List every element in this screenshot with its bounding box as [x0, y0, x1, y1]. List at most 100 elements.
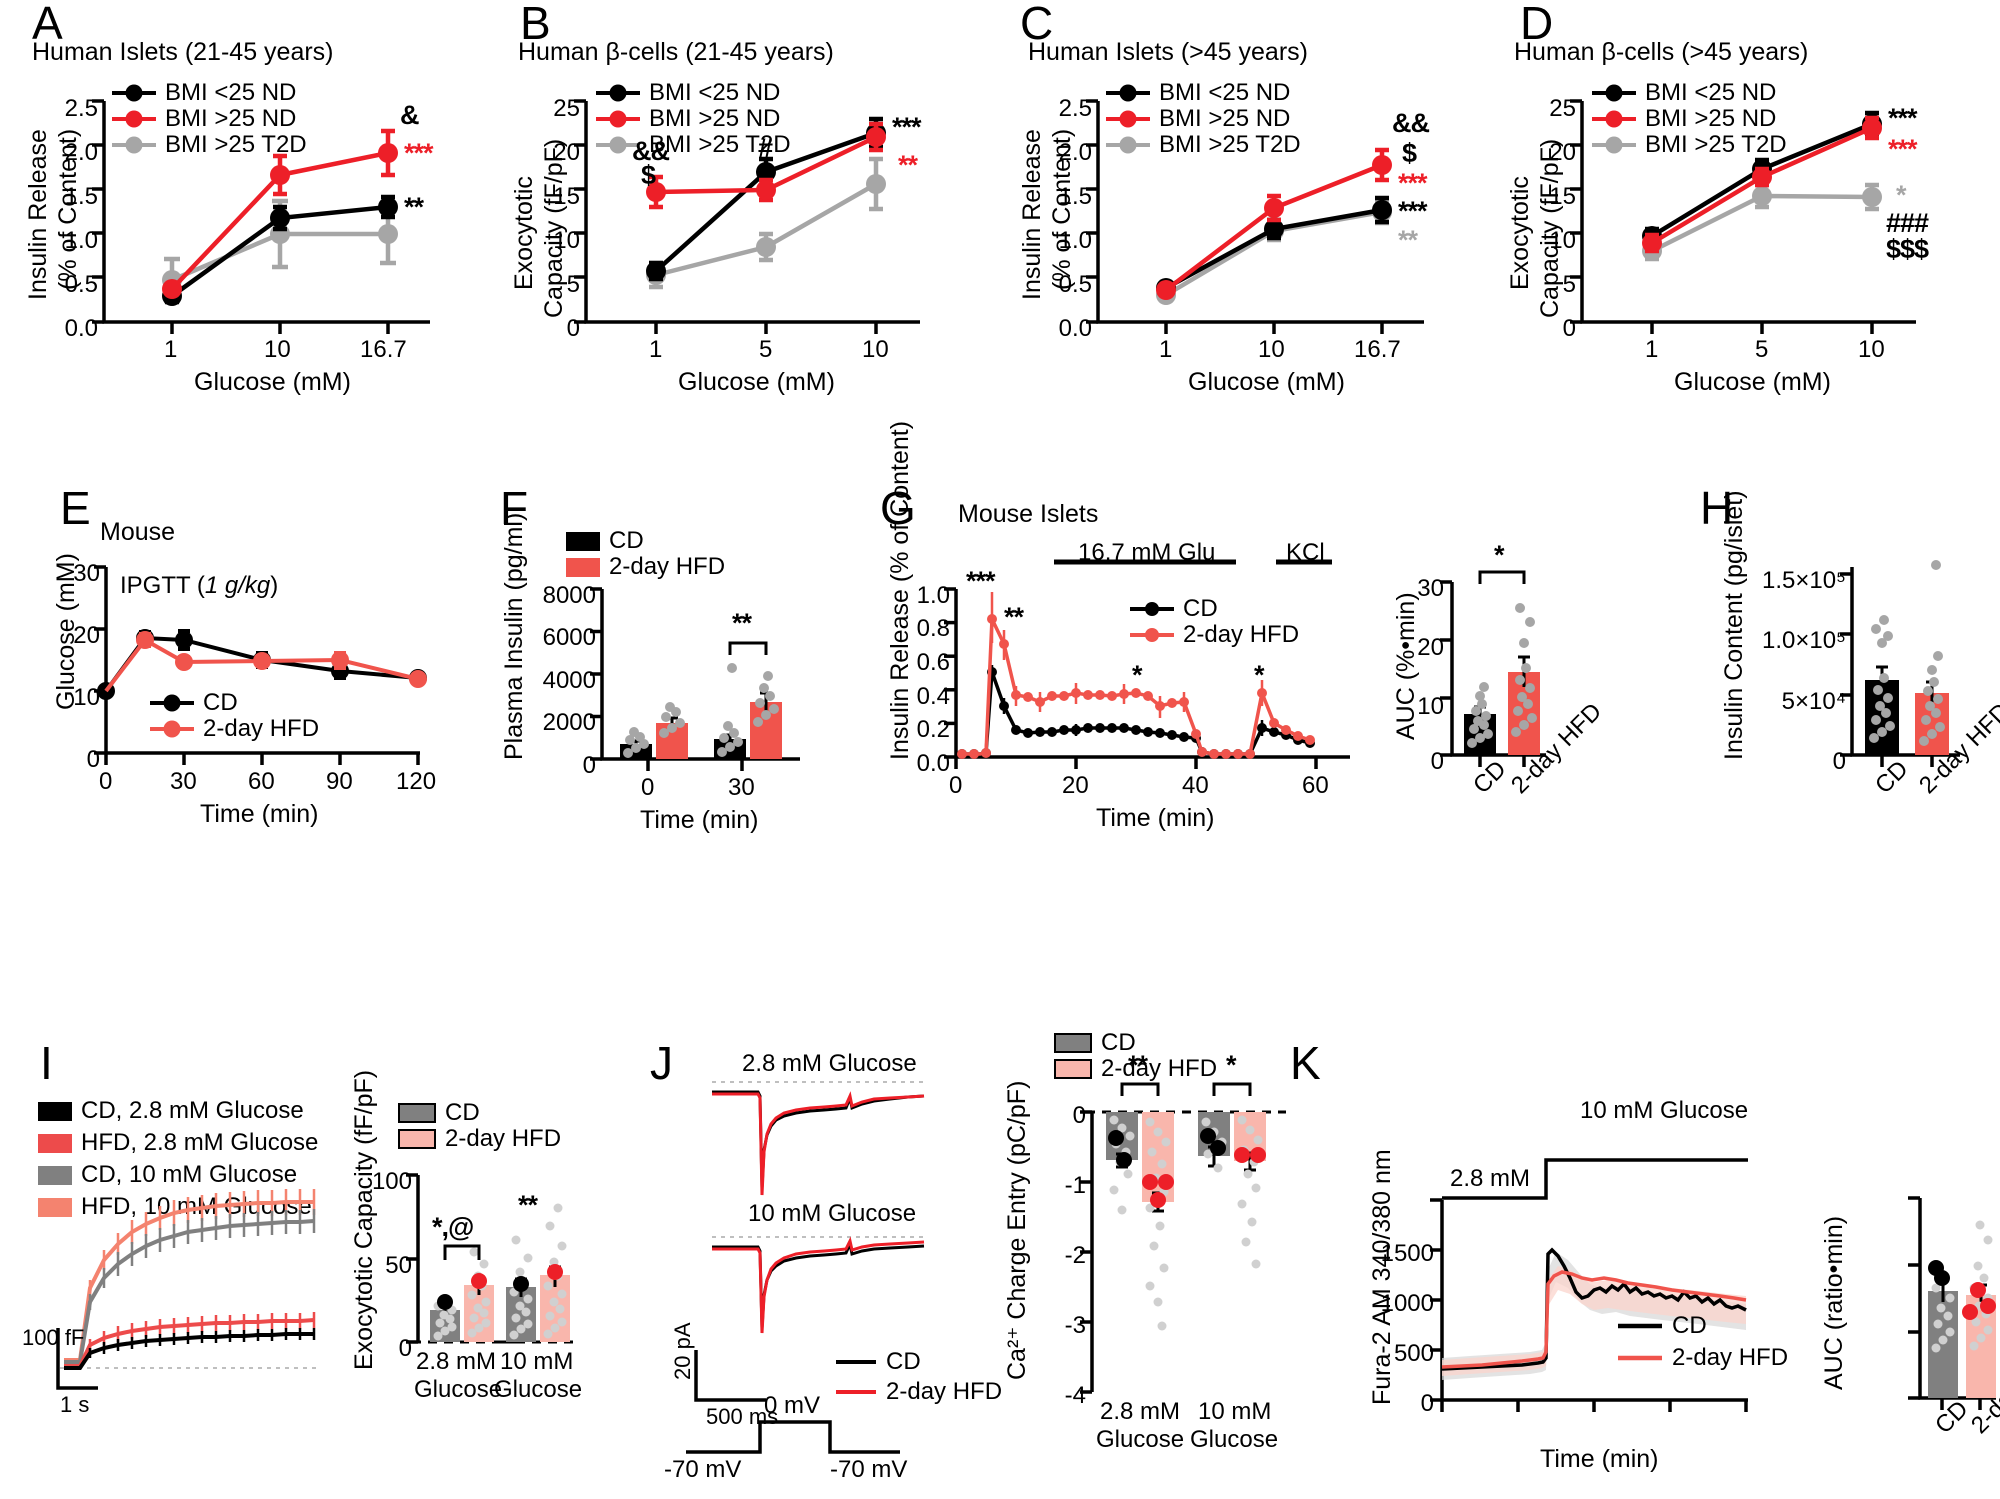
panel-f-legend: CD 2-day HFD — [566, 527, 725, 580]
panel-j-bar-ytick--3: -3 — [1064, 1312, 1086, 1339]
panel-j-proto-top: 0 mV — [764, 1392, 821, 1419]
legend-swatch-cd10-icon — [38, 1165, 72, 1185]
legend-item: CD, 10 mM Glucose — [38, 1159, 318, 1191]
legend-bar-cd-icon — [1054, 1033, 1092, 1053]
legend-label: BMI >25 T2D — [165, 131, 307, 158]
panel-e-legend: CD 2-day HFD — [150, 689, 320, 742]
legend-item: BMI >25 T2D — [1592, 131, 1787, 158]
panel-e-ytick-20: 20 — [73, 622, 100, 649]
legend-item: HFD, 2.8 mM Glucose — [38, 1127, 318, 1159]
panel-j-proto-left: -70 mV — [664, 1456, 742, 1483]
panel-g-plot — [944, 559, 1350, 769]
panel-d-plot — [1570, 99, 1916, 334]
panel-j-legend-cd: CD — [886, 1348, 921, 1375]
panel-c-xtick-16.7: 16.7 — [1354, 336, 1401, 363]
panel-g-auc-sig: * — [1494, 540, 1504, 570]
legend-item: BMI <25 ND — [112, 79, 307, 106]
legend-item: BMI >25 T2D — [596, 131, 791, 158]
panel-e: E Mouse IPGTT (1 g/kg) Glucose (mM) 30 2… — [40, 485, 460, 828]
panel-g-xtick-0: 0 — [949, 772, 963, 799]
panel-g-xtick-60: 60 — [1302, 772, 1329, 799]
legend-label: BMI >25 ND — [649, 105, 781, 132]
legend-label: BMI >25 T2D — [649, 131, 791, 158]
legend-item: BMI >25 ND — [112, 105, 307, 132]
panel-g-legend: CD 2-day HFD — [1130, 595, 1299, 648]
legend-label: HFD, 10 mM Glucose — [81, 1193, 312, 1220]
legend-swatch-hfd-icon — [566, 557, 600, 577]
panel-k-ytick-1.5: 1000 — [1380, 1290, 1434, 1317]
panel-j-proto-right: -70 mV — [830, 1456, 908, 1483]
panel-d-xtick-5: 5 — [1755, 336, 1769, 363]
legend-item: CD, 2.8 mM Glucose — [38, 1095, 318, 1127]
panel-a-title: Human Islets (21-45 years) — [32, 38, 334, 66]
panel-a-xtick-10: 10 — [264, 336, 291, 363]
panel-i-bar-plot — [406, 1173, 520, 1344]
panel-j-traces — [686, 1081, 928, 1454]
legend-item: CD — [1054, 1029, 1217, 1056]
legend-bar-cd-icon — [398, 1103, 436, 1123]
panel-d-legend: BMI <25 ND BMI >25 ND BMI >25 T2D — [1592, 79, 1787, 158]
panel-e-subtitle-plain: IPGTT ( — [120, 572, 205, 599]
panel-g-ytick-0.2: 0.2 — [916, 716, 950, 743]
panel-i-bar-ytick-50: 50 — [385, 1252, 412, 1279]
panel-f-letter: F — [500, 482, 529, 534]
panel-k-ytick-1.0: 500 — [1393, 1340, 1434, 1367]
panel-b-sig-dollar: $ — [641, 160, 656, 190]
panel-g-sig-3: * — [1132, 660, 1142, 690]
panel-j-bar-plot — [1080, 1082, 1286, 1394]
legend-label: BMI <25 ND — [165, 79, 297, 106]
legend-label: 2-day HFD — [203, 715, 320, 742]
legend-item: 2-day HFD — [398, 1125, 561, 1152]
panel-d: D Human β-cells (>45 years) Exocytotic C… — [1500, 0, 2000, 396]
panel-b-letter: B — [520, 0, 551, 49]
panel-c-xtick-10: 10 — [1258, 336, 1285, 363]
panel-g-ytick-0.0: 0.0 — [916, 750, 950, 777]
legend-line-cd-icon — [150, 694, 194, 712]
panel-j-bar-xcat1-l2: Glucose — [1096, 1426, 1185, 1453]
panel-k-legend-cd: CD — [1672, 1312, 1707, 1339]
legend-item: HFD, 10 mM Glucose — [38, 1191, 318, 1223]
panel-i-sig-1: *,@ — [432, 1212, 474, 1242]
panel-a-letter: A — [32, 0, 63, 49]
panel-i-bar-xcat1-l2: Glucose — [414, 1376, 503, 1403]
panel-c-ytick-0.0: 0.0 — [1058, 315, 1092, 342]
panel-c-sig-gray: ** — [1398, 225, 1418, 255]
legend-item: BMI >25 T2D — [1106, 131, 1301, 158]
legend-line-black-icon — [1592, 84, 1636, 102]
panel-e-xtick-90: 90 — [326, 768, 353, 795]
panel-j-bar-ytick--1: -1 — [1064, 1172, 1086, 1199]
panel-e-xtick-0: 0 — [99, 768, 113, 795]
panel-f-ytick-2000: 2000 — [542, 709, 596, 736]
panel-h-ytick-1.5e5: 1.5×10⁵ — [1761, 567, 1846, 594]
panel-h-ytick-1.0e5: 1.0×10⁵ — [1761, 627, 1846, 654]
panel-g-letter: G — [880, 482, 916, 534]
panel-g-ytick-0.4: 0.4 — [916, 683, 950, 710]
panel-d-sig-gray: * — [1896, 180, 1906, 210]
panel-i-bar-ytick-100: 100 — [371, 1168, 412, 1195]
panel-d-xlabel: Glucose (mM) — [1674, 368, 1831, 396]
legend-line-red-icon — [1106, 110, 1150, 128]
panel-g-auc-ytick-20: 20 — [1417, 634, 1444, 661]
legend-bar-hfd-icon — [398, 1129, 436, 1149]
panel-b-title: Human β-cells (21-45 years) — [518, 38, 834, 66]
panel-e-xtick-120: 120 — [396, 768, 437, 795]
panel-a-xtick-1: 1 — [164, 336, 178, 363]
panel-e-xlabel: Time (min) — [200, 800, 319, 828]
panel-e-plot — [94, 565, 427, 765]
panel-c-xlabel: Glucose (mM) — [1188, 368, 1345, 396]
legend-label: CD — [1183, 595, 1218, 622]
panel-c-letter: C — [1020, 0, 1054, 49]
panel-f-ytick-6000: 6000 — [542, 624, 596, 651]
legend-item: BMI >25 T2D — [112, 131, 307, 158]
panel-e-xtick-60: 60 — [248, 768, 275, 795]
panel-d-title: Human β-cells (>45 years) — [1514, 38, 1809, 66]
panel-h-ytick-5e4: 5×10⁴ — [1781, 688, 1846, 715]
panel-j: J 2.8 mM Glucose 10 mM Glucose 20 pA 500… — [650, 1029, 1290, 1483]
panel-a-xlabel: Glucose (mM) — [194, 368, 351, 396]
panel-i-letter: I — [40, 1037, 53, 1089]
legend-line-red-icon — [1592, 110, 1636, 128]
panel-i: I CD, 2.8 mM Glucose HFD, 2.8 mM Glucose… — [20, 1037, 561, 1480]
legend-label: CD — [1101, 1029, 1136, 1056]
panel-g-ytick-0.8: 0.8 — [916, 615, 950, 642]
panel-k-auc-plot — [1908, 1196, 1996, 1410]
